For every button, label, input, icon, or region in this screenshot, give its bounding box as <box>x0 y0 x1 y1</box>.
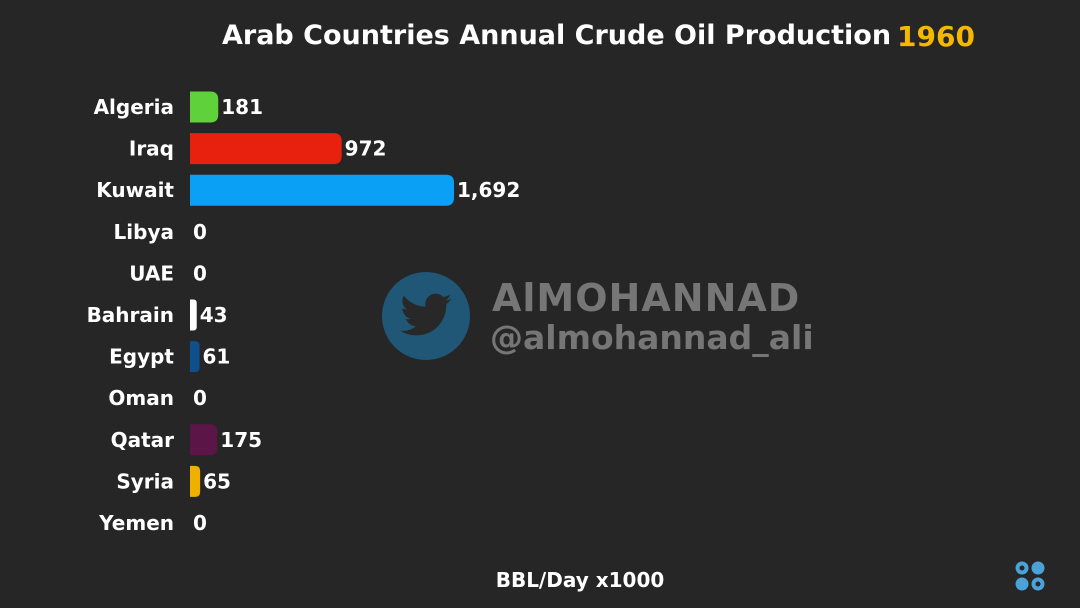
category-label: Bahrain <box>87 303 174 327</box>
value-label: 175 <box>220 428 262 452</box>
category-label: Iraq <box>129 137 174 161</box>
bar <box>190 299 197 331</box>
watermark: AlMOHANNAD @almohannad_ali <box>382 272 814 362</box>
category-label: Libya <box>114 220 174 244</box>
bar <box>190 133 342 165</box>
value-label: 0 <box>193 220 207 244</box>
value-label: 0 <box>193 511 207 535</box>
category-label: Yemen <box>98 511 174 535</box>
bar <box>190 91 219 123</box>
category-label: Oman <box>108 386 174 410</box>
chart-title: Arab Countries Annual Crude Oil Producti… <box>222 20 892 51</box>
watermark-name: AlMOHANNAD <box>492 276 801 320</box>
bar <box>190 341 200 373</box>
category-label: Algeria <box>94 95 174 119</box>
category-label: UAE <box>129 261 174 285</box>
bar <box>190 465 201 497</box>
category-label: Qatar <box>111 428 175 452</box>
category-label: Syria <box>116 469 174 493</box>
category-label: Egypt <box>109 345 174 369</box>
value-label: 0 <box>193 386 207 410</box>
value-label: 0 <box>193 261 207 285</box>
category-label: Kuwait <box>96 178 174 202</box>
watermark-handle: @almohannad_ali <box>490 318 814 357</box>
year-label: 1960 <box>897 20 975 53</box>
value-label: 1,692 <box>457 178 520 202</box>
twitter-bird-icon <box>400 293 452 336</box>
value-label: 972 <box>345 137 387 161</box>
value-label: 43 <box>200 303 228 327</box>
value-label: 65 <box>203 469 231 493</box>
opec-logo-icon <box>1015 561 1045 591</box>
x-axis-label: BBL/Day x1000 <box>495 568 665 592</box>
bar <box>190 424 218 456</box>
value-label: 181 <box>221 95 263 119</box>
value-label: 61 <box>203 345 231 369</box>
bar <box>190 174 454 206</box>
